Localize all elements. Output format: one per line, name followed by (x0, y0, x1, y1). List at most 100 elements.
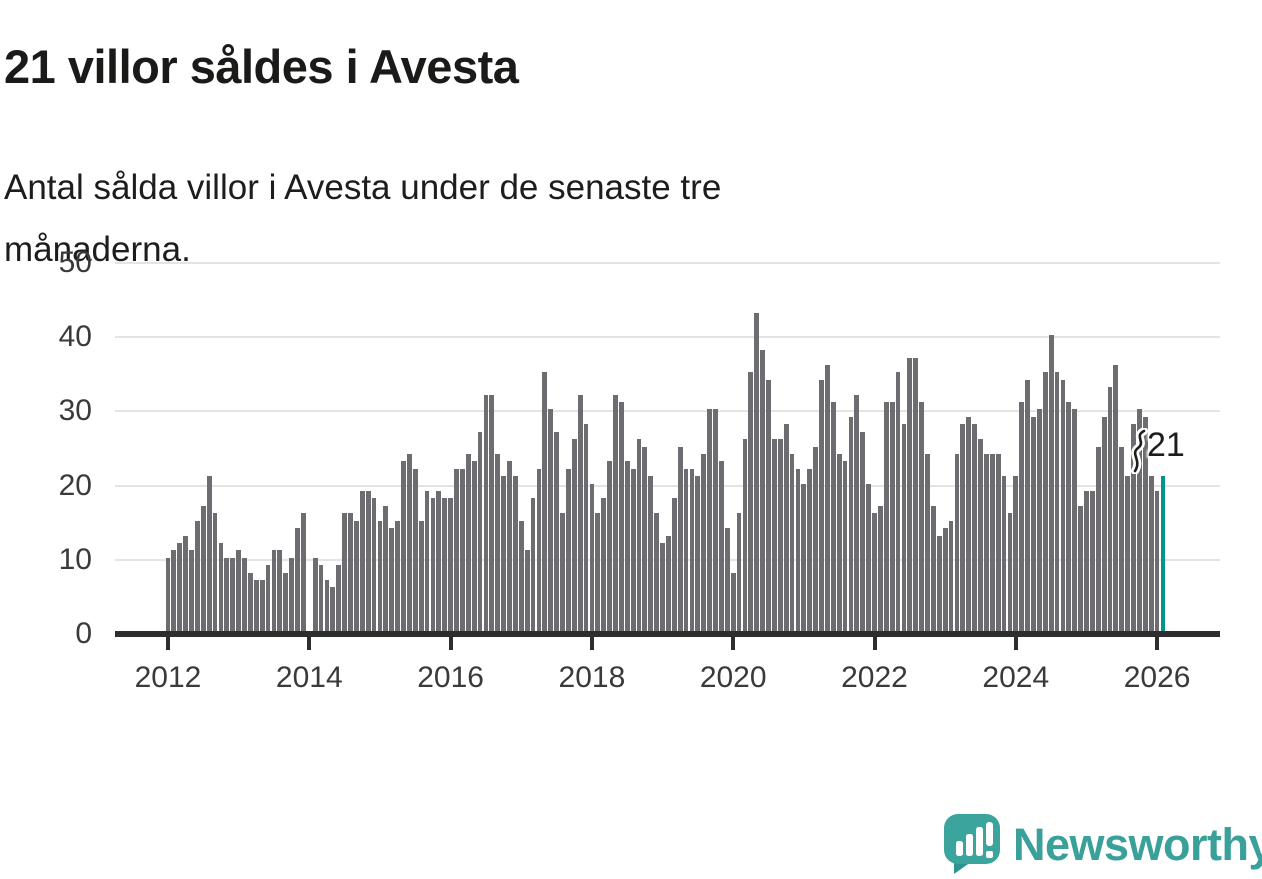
bar (1137, 409, 1142, 632)
bar (866, 483, 871, 632)
bar (577, 394, 583, 632)
bar (1025, 379, 1030, 632)
bar (630, 468, 636, 632)
bar (1084, 491, 1089, 632)
bar (424, 491, 430, 632)
bar (1095, 446, 1101, 632)
bar (783, 424, 789, 632)
bar (901, 424, 907, 632)
bar (342, 513, 348, 632)
bar (589, 483, 595, 632)
bar (295, 528, 300, 632)
bar (795, 468, 801, 632)
bar (624, 461, 630, 632)
bar (354, 520, 359, 632)
bar (448, 498, 453, 632)
bar (1036, 409, 1042, 632)
bar (524, 550, 530, 632)
bar (736, 513, 742, 632)
bar (1154, 491, 1160, 632)
bar (536, 468, 542, 632)
x-axis-tick (307, 637, 312, 650)
bar (695, 476, 701, 632)
bar (819, 379, 824, 632)
brand-name: Newsworthy (1013, 819, 1262, 870)
bar (183, 535, 189, 632)
bar (877, 505, 883, 632)
bar (948, 520, 954, 632)
bar (801, 483, 807, 632)
bar (842, 461, 848, 632)
bar (989, 453, 995, 632)
bar (1142, 416, 1148, 632)
bar (807, 468, 813, 632)
gridline (115, 262, 1220, 265)
bar (1089, 491, 1095, 632)
x-axis-tick (166, 637, 170, 650)
gridline (115, 336, 1220, 339)
bar (760, 350, 766, 632)
bar (395, 520, 400, 632)
bar (636, 439, 642, 632)
bar (365, 491, 371, 632)
bar (224, 557, 230, 632)
bar (1060, 379, 1066, 632)
bar (701, 453, 707, 632)
bar (454, 468, 459, 632)
bar (301, 513, 306, 632)
bar (966, 416, 972, 632)
bar (1072, 409, 1078, 632)
bar (324, 580, 330, 632)
bar (607, 461, 612, 632)
bar (1101, 416, 1107, 632)
bar (583, 424, 589, 632)
bar (1078, 505, 1083, 632)
bar (206, 476, 212, 632)
x-axis-line (115, 631, 1220, 637)
bar (889, 402, 895, 632)
bar (689, 468, 695, 632)
bar (825, 364, 830, 632)
bar (707, 409, 713, 632)
x-axis-tick-label: 2026 (1123, 661, 1191, 694)
x-axis-tick-label: 2012 (134, 661, 202, 694)
bar (654, 513, 660, 632)
x-axis-tick (1155, 637, 1160, 650)
x-axis-tick-label: 2016 (417, 661, 484, 694)
bar (1107, 387, 1113, 632)
bar (671, 498, 677, 632)
bar (1066, 402, 1072, 632)
bar (836, 453, 842, 632)
bar (724, 528, 730, 632)
bar (442, 498, 448, 632)
bar (1007, 513, 1013, 632)
bar (1125, 476, 1131, 632)
bar (401, 461, 406, 632)
bar (1131, 424, 1136, 632)
bar (942, 528, 948, 632)
y-axis-tick-label: 40 (58, 320, 92, 354)
bar (283, 572, 289, 632)
bar (618, 402, 624, 632)
bar (830, 402, 836, 632)
x-axis-tick (589, 637, 594, 650)
gridline (115, 410, 1220, 413)
chart-subtitle-line1: Antal sålda villor i Avesta under de sen… (4, 168, 722, 207)
bar (683, 468, 689, 632)
bar (613, 394, 618, 632)
bar (501, 476, 506, 632)
bar (512, 476, 518, 632)
bar (666, 535, 671, 632)
bar (412, 468, 418, 632)
bar (854, 394, 860, 632)
bar (471, 461, 477, 632)
y-axis-tick-label: 10 (58, 542, 92, 576)
brand-footer: Newsworthy (941, 812, 1262, 876)
bar (972, 424, 977, 632)
bar (936, 535, 942, 632)
bar (813, 446, 819, 632)
bar (766, 379, 771, 632)
bar (730, 572, 736, 632)
bar (848, 416, 854, 632)
